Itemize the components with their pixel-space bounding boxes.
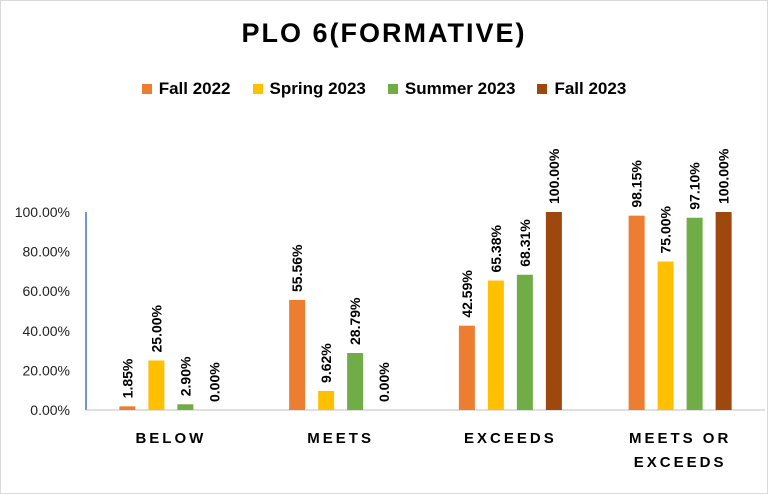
legend-swatch: [537, 84, 548, 94]
data-label: 2.90%: [177, 356, 193, 396]
data-label: 100.00%: [546, 148, 562, 204]
chart-title: PLO 6(FORMATIVE): [241, 18, 527, 48]
data-label: 9.62%: [318, 343, 334, 383]
y-tick-label: 20.00%: [23, 362, 70, 378]
data-label: 65.38%: [488, 225, 504, 273]
bar: [628, 215, 645, 410]
legend-item-3: Fall 2023: [537, 79, 626, 99]
data-label: 100.00%: [716, 148, 732, 204]
bar: [289, 299, 306, 410]
category-label: EXCEEDS: [634, 454, 727, 471]
legend-label: Fall 2022: [158, 79, 231, 98]
legend-swatch: [387, 84, 398, 94]
data-label: 1.85%: [119, 358, 135, 398]
y-tick-label: 40.00%: [23, 323, 70, 339]
legend-item-1: Spring 2023: [252, 79, 366, 99]
y-tick-label: 60.00%: [23, 283, 70, 299]
bar: [545, 212, 562, 410]
category-label: BELOW: [135, 430, 206, 447]
data-label: 28.79%: [347, 297, 363, 345]
legend-label: Summer 2023: [404, 79, 516, 98]
legend-item-2: Summer 2023: [387, 79, 516, 99]
bar: [347, 352, 364, 410]
bar: [657, 261, 674, 410]
bar: [318, 390, 335, 410]
data-label: 0.00%: [206, 362, 222, 402]
data-label: 42.59%: [459, 270, 475, 318]
legend-label: Spring 2023: [269, 79, 366, 98]
data-label: 55.56%: [289, 244, 305, 292]
bar: [715, 212, 732, 410]
data-label: 98.15%: [629, 160, 645, 208]
y-tick-label: 80.00%: [23, 244, 70, 260]
bar: [487, 280, 504, 410]
data-label: 75.00%: [658, 205, 674, 253]
bar: [148, 360, 165, 410]
bar: [119, 406, 136, 410]
legend-item-0: Fall 2022: [141, 79, 231, 99]
category-label: EXCEEDS: [464, 430, 557, 447]
legend-swatch: [252, 84, 263, 94]
bar: [686, 217, 703, 410]
category-label: MEETS: [307, 430, 374, 447]
y-tick-label: 100.00%: [15, 204, 70, 220]
legend-label: Fall 2023: [554, 79, 627, 98]
y-tick-label: 0.00%: [30, 402, 70, 418]
category-label: MEETS OR: [629, 430, 731, 447]
data-label: 68.31%: [517, 219, 533, 267]
data-label: 97.10%: [687, 162, 703, 210]
data-label: 0.00%: [376, 362, 392, 402]
legend-swatch: [141, 84, 152, 94]
bar: [177, 404, 194, 410]
legend: Fall 2022 Spring 2023 Summer 2023 Fall 2023: [0, 79, 768, 99]
bar: [458, 325, 475, 410]
data-label: 25.00%: [148, 304, 164, 352]
bar: [516, 274, 533, 410]
